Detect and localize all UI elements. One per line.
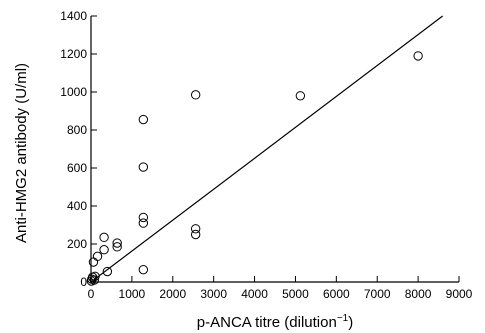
x-tick-label: 6000: [323, 287, 350, 301]
y-tick-label: 800: [67, 123, 87, 137]
data-point: [138, 162, 149, 172]
x-axis-title-superscript: −1: [337, 313, 349, 324]
x-tick-label: 7000: [364, 287, 391, 301]
x-tick-label: 4000: [241, 287, 268, 301]
data-point: [99, 245, 109, 255]
data-point: [138, 114, 149, 125]
data-point: [190, 224, 201, 234]
data-point: [413, 51, 423, 61]
y-axis-title: Anti-HMG2 antibody (U/ml): [13, 63, 30, 243]
data-point: [190, 90, 201, 100]
data-point: [138, 264, 149, 275]
y-tick-label: 600: [67, 161, 87, 175]
data-point: [90, 271, 100, 281]
data-point: [138, 218, 149, 228]
x-ticks: 0 1000 2000 3000 4000 5000 6000 7000 8000 9000: [88, 276, 473, 301]
x-tick-label: 1000: [119, 287, 146, 301]
axes: [90, 16, 459, 283]
data-point: [112, 238, 122, 248]
data-point: [89, 275, 99, 285]
x-axis-title-main: p-ANCA titre (dilution: [197, 314, 337, 331]
x-tick-label: 9000: [446, 287, 473, 301]
y-ticks: 0 200 400 600 800 1000 1200 1400: [60, 9, 97, 289]
y-tick-label: 1000: [60, 85, 87, 99]
x-tick-label: 2000: [159, 287, 186, 301]
x-tick-label: 3000: [200, 287, 227, 301]
data-points: [86, 51, 423, 286]
data-point: [102, 266, 113, 277]
x-axis-title: p-ANCA titre (dilution−1): [197, 313, 353, 331]
y-tick-label: 400: [67, 199, 87, 213]
y-tick-label: 1400: [60, 9, 87, 23]
data-point: [138, 212, 149, 223]
x-tick-label: 0: [88, 287, 95, 301]
x-axis-title-close: ): [348, 314, 353, 331]
x-tick-label: 5000: [282, 287, 309, 301]
x-tick-label: 8000: [405, 287, 432, 301]
y-tick-label: 200: [67, 237, 87, 251]
data-point: [190, 229, 201, 240]
data-point: [99, 232, 109, 243]
data-point: [92, 251, 103, 262]
data-point: [112, 242, 122, 252]
y-tick-label: 0: [80, 275, 87, 289]
regression-line: [90, 15, 444, 283]
y-tick-label: 1200: [60, 47, 87, 61]
data-point: [295, 91, 306, 101]
